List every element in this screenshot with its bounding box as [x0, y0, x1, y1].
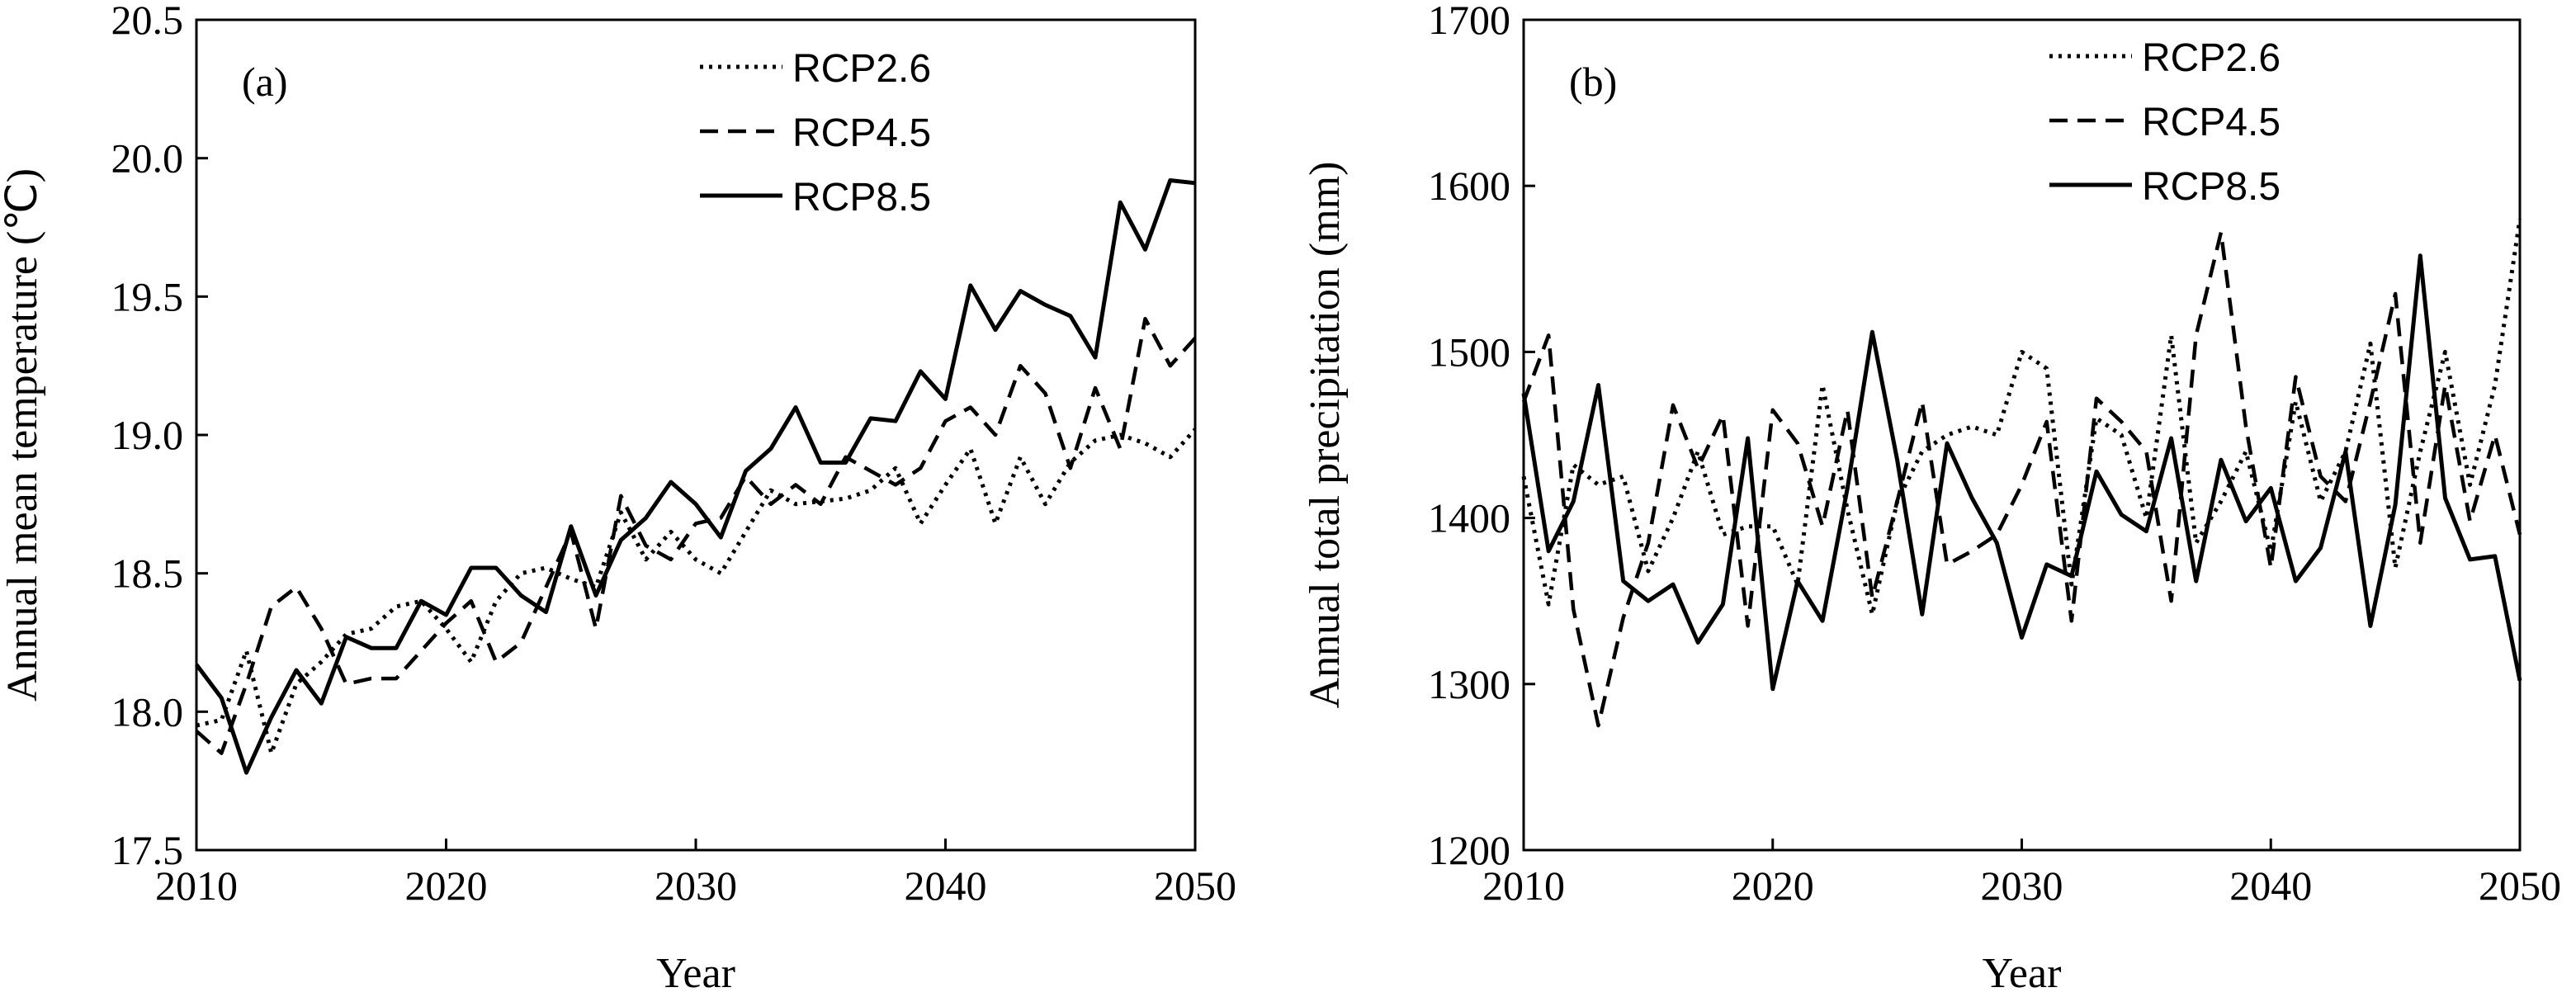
y-tick-label: 20.5 — [111, 0, 184, 43]
series-line-rcp4-5 — [1521, 230, 2522, 728]
legend-label: RCP2.6 — [2142, 36, 2281, 80]
x-tick-label: 2050 — [2479, 862, 2561, 909]
series-line-rcp2-6 — [196, 428, 1197, 756]
y-tick-label: 20.0 — [111, 135, 184, 182]
x-tick-label: 2020 — [1732, 862, 1814, 909]
x-tick-label: 2010 — [1482, 862, 1565, 909]
x-tick-label: 2030 — [655, 862, 737, 909]
x-tick-label: 2040 — [2229, 862, 2312, 909]
legend-label: RCP4.5 — [2142, 101, 2281, 144]
x-tick-label: 2010 — [155, 862, 238, 909]
y-tick-label: 1500 — [1428, 328, 1510, 375]
y-tick-label: 17.5 — [111, 827, 184, 873]
panel-label: (a) — [242, 59, 288, 105]
legend-label: RCP8.5 — [2142, 165, 2281, 209]
y-tick-label: 1300 — [1428, 661, 1510, 707]
legend-label: RCP2.6 — [792, 47, 931, 91]
y-tick-label: 19.0 — [111, 412, 184, 458]
y-tick-label: 1200 — [1428, 827, 1510, 873]
x-tick-label: 2050 — [1154, 862, 1236, 909]
series-line-rcp8-5 — [1521, 253, 2522, 692]
y-axis-title: Annual total precipitation (mm) — [1302, 162, 1349, 709]
y-tick-label: 18.0 — [111, 688, 184, 735]
panel-label: (b) — [1569, 59, 1617, 105]
plot-frame — [1522, 18, 2522, 852]
x-axis-title: Year — [1983, 950, 2062, 997]
chart-panel-a: 2010 2020 2030 2040 2050 17.5 18.0 18.5 19.0 19.5… — [0, 0, 1236, 997]
series-line-rcp2-6 — [1521, 219, 2522, 617]
y-tick-label: 19.5 — [111, 273, 184, 319]
legend-label: RCP8.5 — [792, 176, 931, 220]
plot-frame — [195, 18, 1197, 852]
x-tick-label: 2020 — [405, 862, 488, 909]
x-tick-label: 2040 — [905, 862, 987, 909]
y-tick-label: 1600 — [1428, 163, 1510, 209]
y-axis-title: Annual mean temperature (℃) — [0, 168, 46, 702]
chart-panel-b: 2010 2020 2030 2040 2050 1200 1300 1400 1500 1600… — [1302, 0, 2561, 997]
y-tick-label: 1400 — [1428, 495, 1510, 541]
series-line-rcp4-5 — [195, 316, 1197, 755]
series-line-rcp8-5 — [195, 178, 1196, 775]
y-tick-label: 1700 — [1428, 0, 1510, 43]
x-tick-label: 2030 — [1981, 862, 2063, 909]
legend-label: RCP4.5 — [792, 111, 931, 155]
y-tick-label: 18.5 — [111, 550, 184, 597]
x-axis-title: Year — [656, 950, 735, 997]
